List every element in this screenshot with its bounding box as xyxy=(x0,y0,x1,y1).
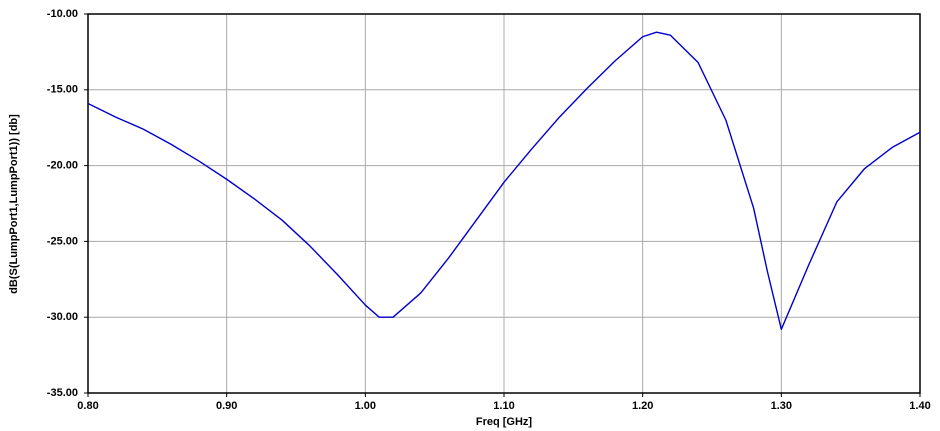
x-tick-label: 0.90 xyxy=(216,400,237,412)
y-tick-label: -25.00 xyxy=(47,235,78,247)
y-tick-label: -35.00 xyxy=(47,387,78,399)
y-tick-label: -30.00 xyxy=(47,311,78,323)
y-axis-label: dB(S(LumpPort1,LumpPort1)) [db] xyxy=(8,114,20,294)
x-tick-label: 1.40 xyxy=(909,400,930,412)
data-line xyxy=(87,31,921,331)
plot-border xyxy=(87,13,921,394)
y-tick-label: -15.00 xyxy=(47,84,78,96)
x-tick-label: 1.00 xyxy=(355,400,376,412)
x-tick-label: 0.80 xyxy=(77,400,98,412)
x-tick-label: 1.20 xyxy=(632,400,653,412)
x-tick-label: 1.30 xyxy=(771,400,792,412)
y-tick-label: -10.00 xyxy=(47,8,78,20)
x-tick-label: 1.10 xyxy=(493,400,514,412)
y-tick-label: -20.00 xyxy=(47,160,78,172)
x-axis-label: Freq [GHz] xyxy=(476,416,533,428)
